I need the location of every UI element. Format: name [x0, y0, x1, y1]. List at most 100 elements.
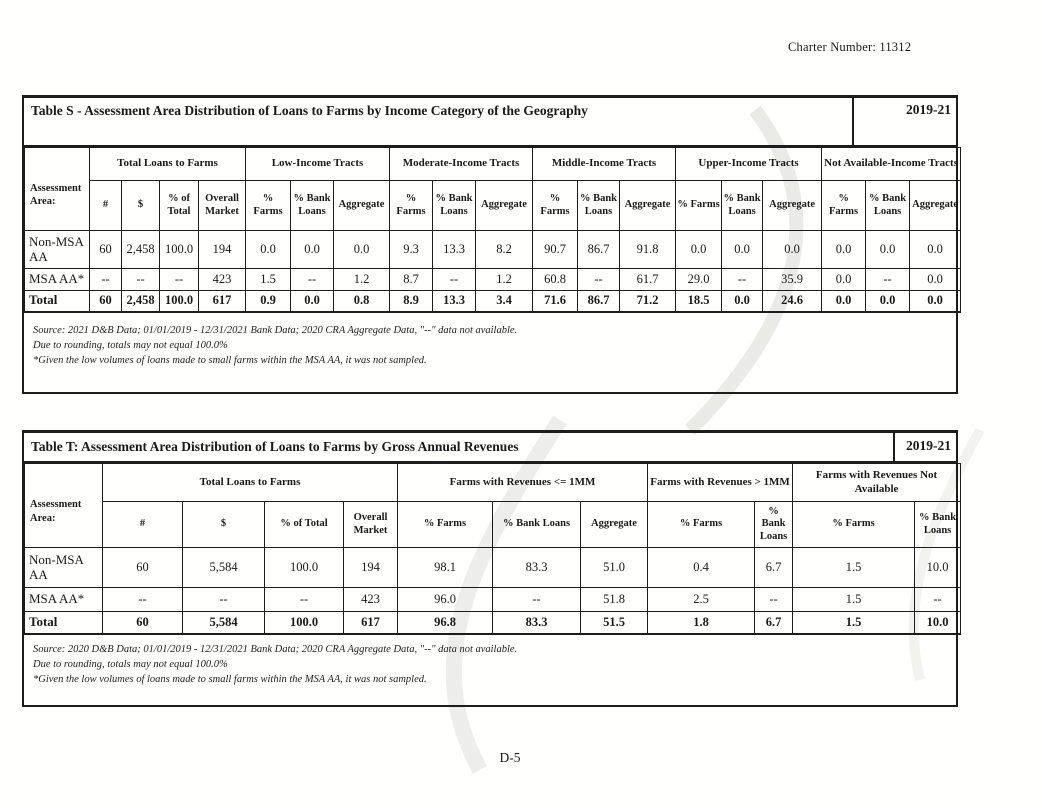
value-cell: 2,458 [121, 230, 160, 269]
value-cell: 0.4 [647, 547, 756, 588]
table-total-row: Total 60 2,458 100.0 617 0.9 0.0 0.8 8.9… [24, 290, 962, 313]
value-cell: 13.3 [432, 290, 476, 313]
value-cell: 10.0 [914, 611, 962, 635]
row-label-cell: Non-MSA AA [24, 547, 103, 588]
value-cell: 100.0 [264, 611, 344, 635]
column-header-cell: % Bank Loans [492, 501, 581, 548]
value-cell: 61.7 [618, 268, 677, 291]
value-cell: 1.2 [475, 268, 533, 291]
value-cell: 18.5 [675, 290, 723, 313]
row-label-cell: Non-MSA AA [24, 230, 90, 269]
value-cell: 60 [102, 547, 183, 588]
value-cell: 91.8 [618, 230, 677, 269]
column-header-cell: % Bank Loans [865, 180, 911, 231]
value-cell: -- [264, 587, 344, 612]
column-header-cell: % Farms [675, 180, 723, 231]
table-s-title: Table S - Assessment Area Distribution o… [31, 103, 588, 118]
row-label-cell: MSA AA* [24, 268, 90, 291]
value-cell: -- [432, 268, 476, 291]
value-cell: 0.8 [333, 290, 390, 313]
value-cell: 71.6 [532, 290, 578, 313]
column-header-cell: # [89, 180, 122, 231]
column-header-cell: Aggregate [475, 180, 533, 231]
table-row: MSA AA* -- -- -- 423 1.5 -- 1.2 8.7 -- 1… [24, 268, 962, 291]
value-cell: 0.0 [909, 230, 962, 269]
table-row: Non-MSA AA 60 2,458 100.0 194 0.0 0.0 0.… [24, 230, 962, 269]
value-cell: 1.5 [792, 547, 916, 588]
table-t-title: Table T: Assessment Area Distribution of… [31, 439, 519, 454]
value-cell: -- [89, 268, 122, 291]
note-line: Source: 2021 D&B Data; 01/01/2019 - 12/3… [33, 324, 518, 336]
note-line: Due to rounding, totals may not equal 10… [33, 658, 228, 670]
column-header-cell: % Bank Loans [577, 180, 620, 231]
value-cell: 90.7 [532, 230, 578, 269]
value-cell: 60 [89, 230, 122, 269]
value-cell: 0.0 [821, 290, 867, 313]
value-cell: 1.5 [792, 587, 916, 612]
group-header-cell: Farms with Revenues > 1MM [647, 463, 794, 502]
group-header-cell: Total Loans to Farms [89, 147, 246, 181]
value-cell: 0.9 [245, 290, 291, 313]
column-header-cell: $ [121, 180, 160, 231]
table-s-title-bar: Table S - Assessment Area Distribution o… [24, 98, 956, 147]
table-s-notes: Source: 2021 D&B Data; 01/01/2019 - 12/3… [24, 313, 956, 369]
value-cell: 1.5 [792, 611, 916, 635]
value-cell: 194 [198, 230, 246, 269]
value-cell: 96.8 [397, 611, 493, 635]
row-label-cell: MSA AA* [24, 587, 103, 612]
column-header-cell: % of Total [159, 180, 199, 231]
column-header-cell: % Farms [532, 180, 578, 231]
value-cell: 617 [198, 290, 246, 313]
table-t-period-badge: 2019-21 [893, 433, 956, 461]
group-header-cell: Farms with Revenues <= 1MM [396, 463, 649, 502]
column-header-cell: % Bank Loans [432, 180, 476, 231]
value-cell: 423 [198, 268, 246, 291]
value-cell: 60 [102, 611, 183, 635]
value-cell: 71.2 [618, 290, 677, 313]
value-cell: 0.0 [721, 290, 764, 313]
column-header-cell: $ [182, 501, 265, 548]
table-t: Table T: Assessment Area Distribution of… [22, 430, 962, 707]
value-cell: 0.0 [762, 230, 823, 269]
value-cell: 1.5 [245, 268, 291, 291]
value-cell: 9.3 [389, 230, 433, 269]
column-header-cell: Overall Market [343, 501, 398, 548]
value-cell: 83.3 [492, 547, 581, 588]
column-header-cell: % Bank Loans [754, 501, 794, 548]
table-s-sub-header-row: # $ % of Total Overall Market % Farms % … [25, 180, 962, 231]
value-cell: 2,458 [121, 290, 160, 313]
value-cell: 100.0 [159, 230, 199, 269]
value-cell: 0.0 [675, 230, 723, 269]
group-header-cell: Middle-Income Tracts [531, 147, 677, 181]
value-cell: 13.3 [432, 230, 476, 269]
row-label-cell: Total [24, 290, 90, 313]
group-header-cell: Farms with Revenues Not Available [792, 463, 962, 502]
column-header-cell: % of Total [264, 501, 344, 548]
page-number: D-5 [499, 750, 521, 765]
value-cell: -- [721, 268, 764, 291]
value-cell: 194 [343, 547, 398, 588]
row-header-cell: Assessment Area: [24, 147, 90, 231]
value-cell: -- [121, 268, 160, 291]
column-header-cell: % Farms [821, 180, 867, 231]
value-cell: 617 [343, 611, 398, 635]
column-header-cell: Aggregate [579, 501, 649, 548]
value-cell: 0.0 [290, 290, 334, 313]
value-cell: 60 [89, 290, 122, 313]
column-header-cell: Aggregate [618, 180, 677, 231]
column-header-cell: # [102, 501, 183, 548]
note-line: *Given the low volumes of loans made to … [33, 354, 427, 366]
column-header-cell: % Farms [792, 501, 916, 548]
column-header-cell: Overall Market [198, 180, 246, 231]
table-t-title-bar: Table T: Assessment Area Distribution of… [24, 433, 956, 463]
note-line: Source: 2020 D&B Data; 01/01/2019 - 12/3… [33, 643, 518, 655]
value-cell: 8.2 [475, 230, 533, 269]
value-cell: 5,584 [182, 547, 265, 588]
note-line: *Given the low volumes of loans made to … [33, 673, 427, 685]
value-cell: 8.7 [389, 268, 433, 291]
value-cell: 8.9 [389, 290, 433, 313]
value-cell: 6.7 [754, 547, 794, 588]
column-header-cell: % Bank Loans [914, 501, 962, 548]
value-cell: 0.0 [821, 268, 867, 291]
